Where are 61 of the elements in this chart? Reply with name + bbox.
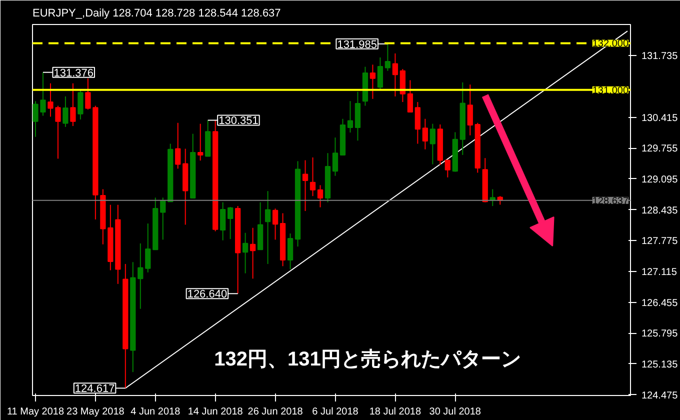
- candlestick: [62, 96, 68, 128]
- y-tick-label: 125.135: [642, 359, 678, 370]
- annotation: 131.985: [337, 38, 377, 51]
- candlestick: [430, 123, 436, 165]
- candlestick: [138, 242, 144, 310]
- candlestick: [145, 223, 151, 273]
- chart-title: EURJPY_,Daily 128.704 128.728 128.544 128.637: [32, 8, 281, 20]
- x-tick-label: 11 May 2018: [6, 406, 64, 418]
- candlestick: [175, 122, 181, 170]
- candlestick: [392, 52, 398, 97]
- y-tick-label: 131.735: [642, 51, 678, 62]
- annotation: 132円、131円と売られたパターン: [214, 348, 521, 370]
- y-tick-label: 127.775: [642, 236, 678, 248]
- candlestick: [444, 160, 450, 178]
- candlestick: [354, 91, 361, 142]
- candlestick: [287, 232, 294, 270]
- y-tick-label: 124.475: [642, 390, 678, 402]
- y-tick-label: 129.755: [642, 144, 678, 155]
- y-tick-label: 129.095: [642, 174, 678, 186]
- candlestick: [377, 56, 384, 90]
- candlestick: [467, 84, 473, 136]
- candlestick: [422, 118, 428, 150]
- candlestick: [332, 137, 338, 176]
- candlestick: [400, 68, 406, 103]
- x-tick-label: 6 Jul 2018: [312, 406, 359, 418]
- candlestick: [310, 156, 316, 197]
- candlestick: [198, 123, 204, 162]
- y-tick-label: 125.795: [642, 328, 678, 340]
- candlestick: [347, 100, 354, 134]
- candlestick: [407, 80, 414, 112]
- y-tick-label: 128.435: [642, 205, 678, 216]
- annotation: 131.376: [54, 67, 94, 80]
- ref-line-label: 131.000: [592, 85, 629, 96]
- x-tick-label: 18 Jul 2018: [369, 406, 422, 418]
- candlestick: [384, 43, 391, 72]
- candlestick: [78, 89, 84, 120]
- candlestick: [370, 64, 376, 100]
- candlestick: [242, 232, 248, 274]
- candlestick: [414, 102, 420, 144]
- candlestick: [317, 184, 324, 208]
- candlestick: [70, 82, 76, 126]
- candlestick: [160, 197, 166, 240]
- annotation: 124.617: [74, 383, 115, 396]
- candlestick: [228, 206, 234, 240]
- x-tick-label: 23 May 2018: [66, 406, 125, 418]
- x-tick-label: 4 Jun 2018: [130, 406, 181, 418]
- x-tick-label: 14 Jun 2018: [188, 406, 244, 418]
- y-tick-label: 126.455: [642, 298, 678, 309]
- candlestick: [272, 208, 278, 240]
- annotation: 130.351: [218, 115, 258, 128]
- x-tick-label: 26 Jun 2018: [248, 406, 304, 418]
- ref-line-label: 128.637: [592, 196, 629, 207]
- candlestick: [250, 227, 256, 280]
- ref-line-label: 132.000: [592, 38, 629, 50]
- candlestick: [302, 160, 308, 212]
- y-tick-label: 130.415: [642, 112, 678, 124]
- candlestick: [264, 190, 271, 264]
- y-tick-label: 127.115: [642, 266, 678, 278]
- candlestick: [220, 202, 226, 241]
- x-tick-label: 30 Jul 2018: [429, 406, 482, 418]
- annotation: 126.640: [187, 288, 228, 301]
